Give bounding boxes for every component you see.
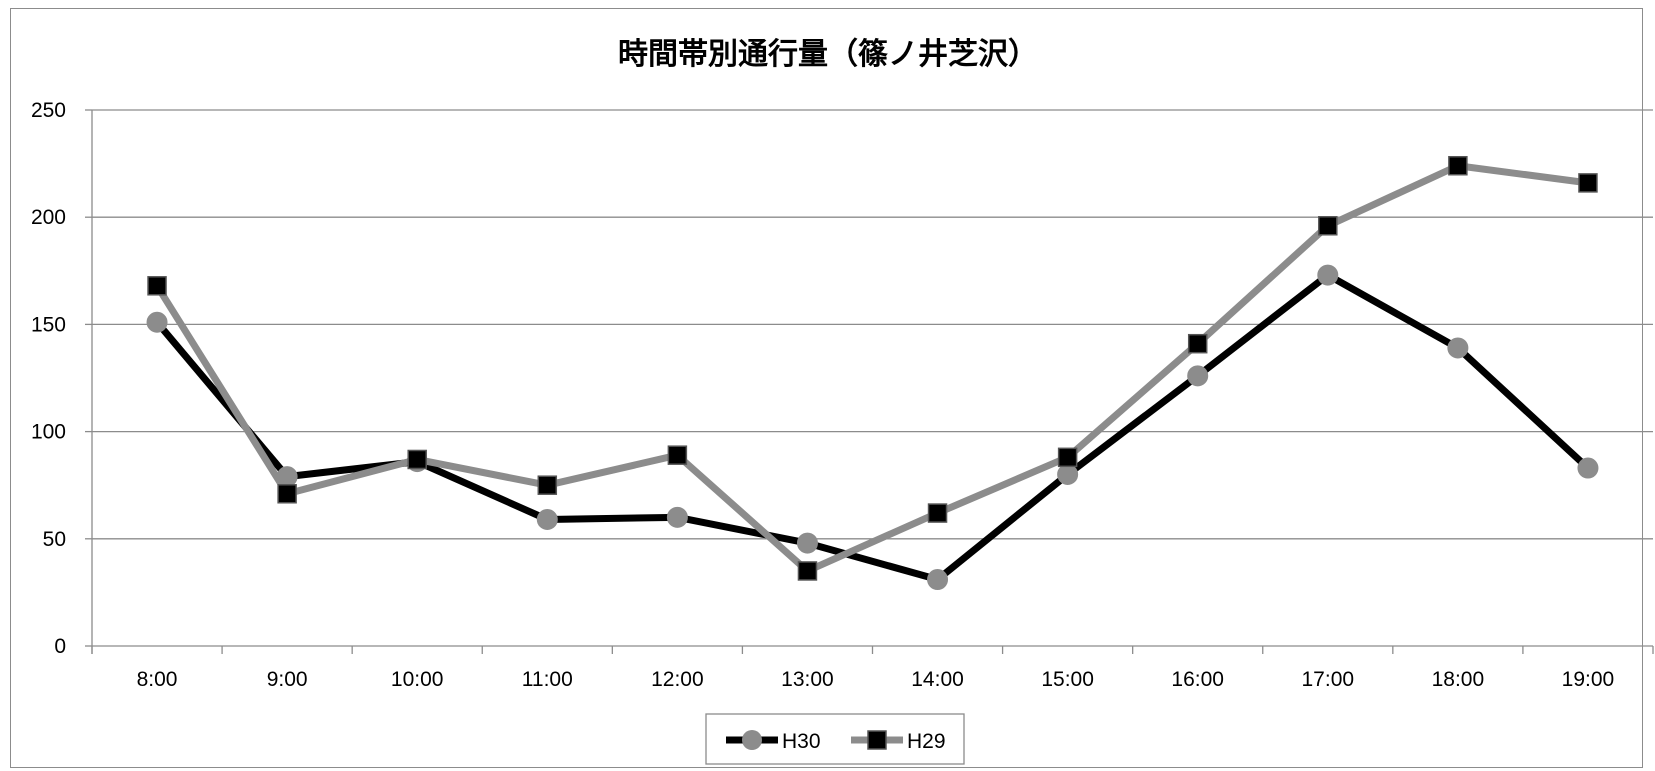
x-tick-label: 11:00 <box>522 668 573 691</box>
legend-marker-h29 <box>867 730 887 750</box>
x-tick-label: 16:00 <box>1171 668 1224 691</box>
data-point <box>667 445 688 465</box>
x-tick-label: 8:00 <box>137 668 178 691</box>
x-tick-label: 17:00 <box>1302 668 1355 691</box>
x-tick-label: 14:00 <box>911 668 964 691</box>
data-point <box>927 569 949 591</box>
y-tick-label: 200 <box>31 206 66 229</box>
data-point <box>536 509 558 531</box>
series-line-h30 <box>153 271 1592 584</box>
x-tick-label: 12:00 <box>651 668 704 691</box>
data-point <box>407 449 427 470</box>
data-point <box>1578 173 1598 193</box>
legend-label-h30: H30 <box>782 730 821 753</box>
y-tick-label: 100 <box>31 421 66 444</box>
data-point <box>1318 216 1338 236</box>
y-tick-label: 0 <box>54 635 66 658</box>
legend-label-h29: H29 <box>907 730 946 753</box>
data-point <box>1187 365 1209 387</box>
x-tick-label: 10:00 <box>391 668 444 691</box>
y-tick-label: 50 <box>43 528 66 551</box>
data-point <box>1447 337 1469 359</box>
data-point <box>1057 463 1079 485</box>
legend-marker-h30 <box>742 730 762 750</box>
y-tick-label: 150 <box>31 313 66 336</box>
data-point <box>146 311 168 333</box>
data-point <box>927 503 948 523</box>
x-tick-label: 15:00 <box>1041 668 1094 691</box>
x-tick-label: 18:00 <box>1432 668 1485 691</box>
data-point <box>277 484 297 504</box>
chart-frame <box>10 8 1643 768</box>
axes: 0 50 100 150 200 250 8:00 9:00 10:00 11:00 12:00 13… <box>31 99 1654 691</box>
series-h29 <box>147 155 1598 581</box>
grid <box>92 109 1653 540</box>
data-point <box>537 475 558 495</box>
chart-title: 時間帯別通行量（篠ノ井芝沢） <box>618 37 1038 72</box>
series-line-h29 <box>153 162 1592 575</box>
data-point <box>1577 457 1599 479</box>
data-point <box>1317 264 1339 286</box>
data-point <box>1187 333 1208 354</box>
data-point <box>1448 155 1468 176</box>
y-tick-label: 250 <box>31 99 66 122</box>
data-point <box>147 276 167 296</box>
series-group <box>146 155 1599 591</box>
data-point <box>796 532 818 554</box>
data-point <box>1057 447 1078 468</box>
x-tick-label: 19:00 <box>1562 668 1615 691</box>
legend: H30 H29 <box>705 713 965 765</box>
x-tick-label: 9:00 <box>267 668 308 691</box>
data-point <box>797 561 818 581</box>
data-point <box>666 506 688 528</box>
x-tick-label: 13:00 <box>781 668 834 691</box>
